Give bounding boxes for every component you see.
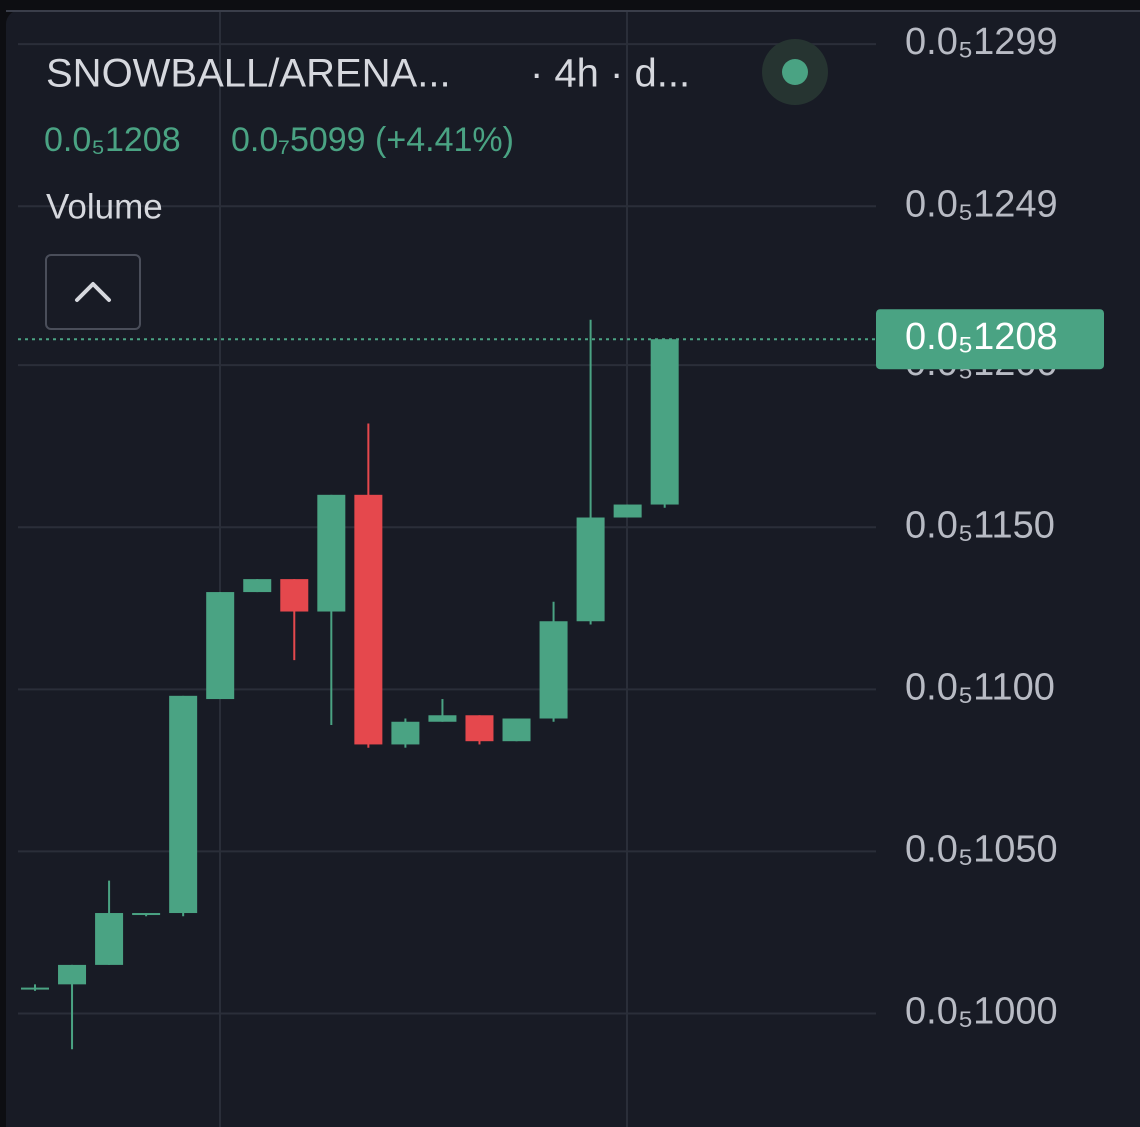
candle-body bbox=[58, 964, 87, 985]
chart-panel bbox=[6, 10, 1140, 1127]
price-change: 0.0₇5099 (+4.41%) bbox=[231, 121, 514, 159]
legend-label: Volume bbox=[46, 187, 163, 226]
candle-body bbox=[502, 718, 531, 742]
chevron-icon bbox=[75, 282, 111, 302]
candles bbox=[21, 319, 679, 1050]
candle-body bbox=[539, 621, 568, 719]
candle-body bbox=[132, 913, 161, 916]
y-tick-label: 0.0₅1050 bbox=[905, 828, 1058, 870]
status-dot bbox=[782, 59, 808, 85]
candle-body bbox=[391, 721, 420, 745]
last-price: 0.0₅1208 bbox=[44, 121, 181, 159]
candle-body bbox=[613, 504, 642, 518]
last-price-tag-label: 0.0₅1208 bbox=[905, 316, 1058, 358]
candle-body bbox=[465, 715, 494, 742]
chart-title: SNOWBALL/ARENA... bbox=[46, 52, 451, 96]
chart-subtitle: · 4h · d... bbox=[530, 52, 690, 96]
candle-body bbox=[243, 579, 272, 593]
y-tick-label: 0.0₅1299 bbox=[905, 21, 1058, 63]
y-tick-label: 0.0₅1249 bbox=[905, 183, 1058, 225]
y-tick-label: 0.0₅1150 bbox=[905, 504, 1055, 546]
price-tag: 0.0₅1208 bbox=[18, 309, 1104, 370]
candle-body bbox=[169, 695, 198, 914]
candle-body bbox=[317, 494, 346, 612]
collapse-button[interactable] bbox=[45, 254, 141, 330]
candle-body bbox=[21, 987, 49, 990]
candle-body bbox=[354, 494, 383, 745]
header: SNOWBALL/ARENA... · 4h · d... 0.0₅1208 0… bbox=[44, 39, 828, 330]
y-tick-label: 0.0₅1100 bbox=[905, 666, 1055, 708]
candle-body bbox=[280, 579, 309, 612]
candle-body bbox=[95, 913, 124, 965]
grid bbox=[18, 43, 876, 1015]
y-tick-label: 0.0₅1000 bbox=[905, 991, 1058, 1033]
candle-body bbox=[650, 339, 679, 505]
candle-body bbox=[206, 592, 235, 700]
candle-body bbox=[428, 715, 457, 722]
last-price-tag bbox=[876, 309, 1104, 370]
candle-body bbox=[576, 517, 605, 622]
